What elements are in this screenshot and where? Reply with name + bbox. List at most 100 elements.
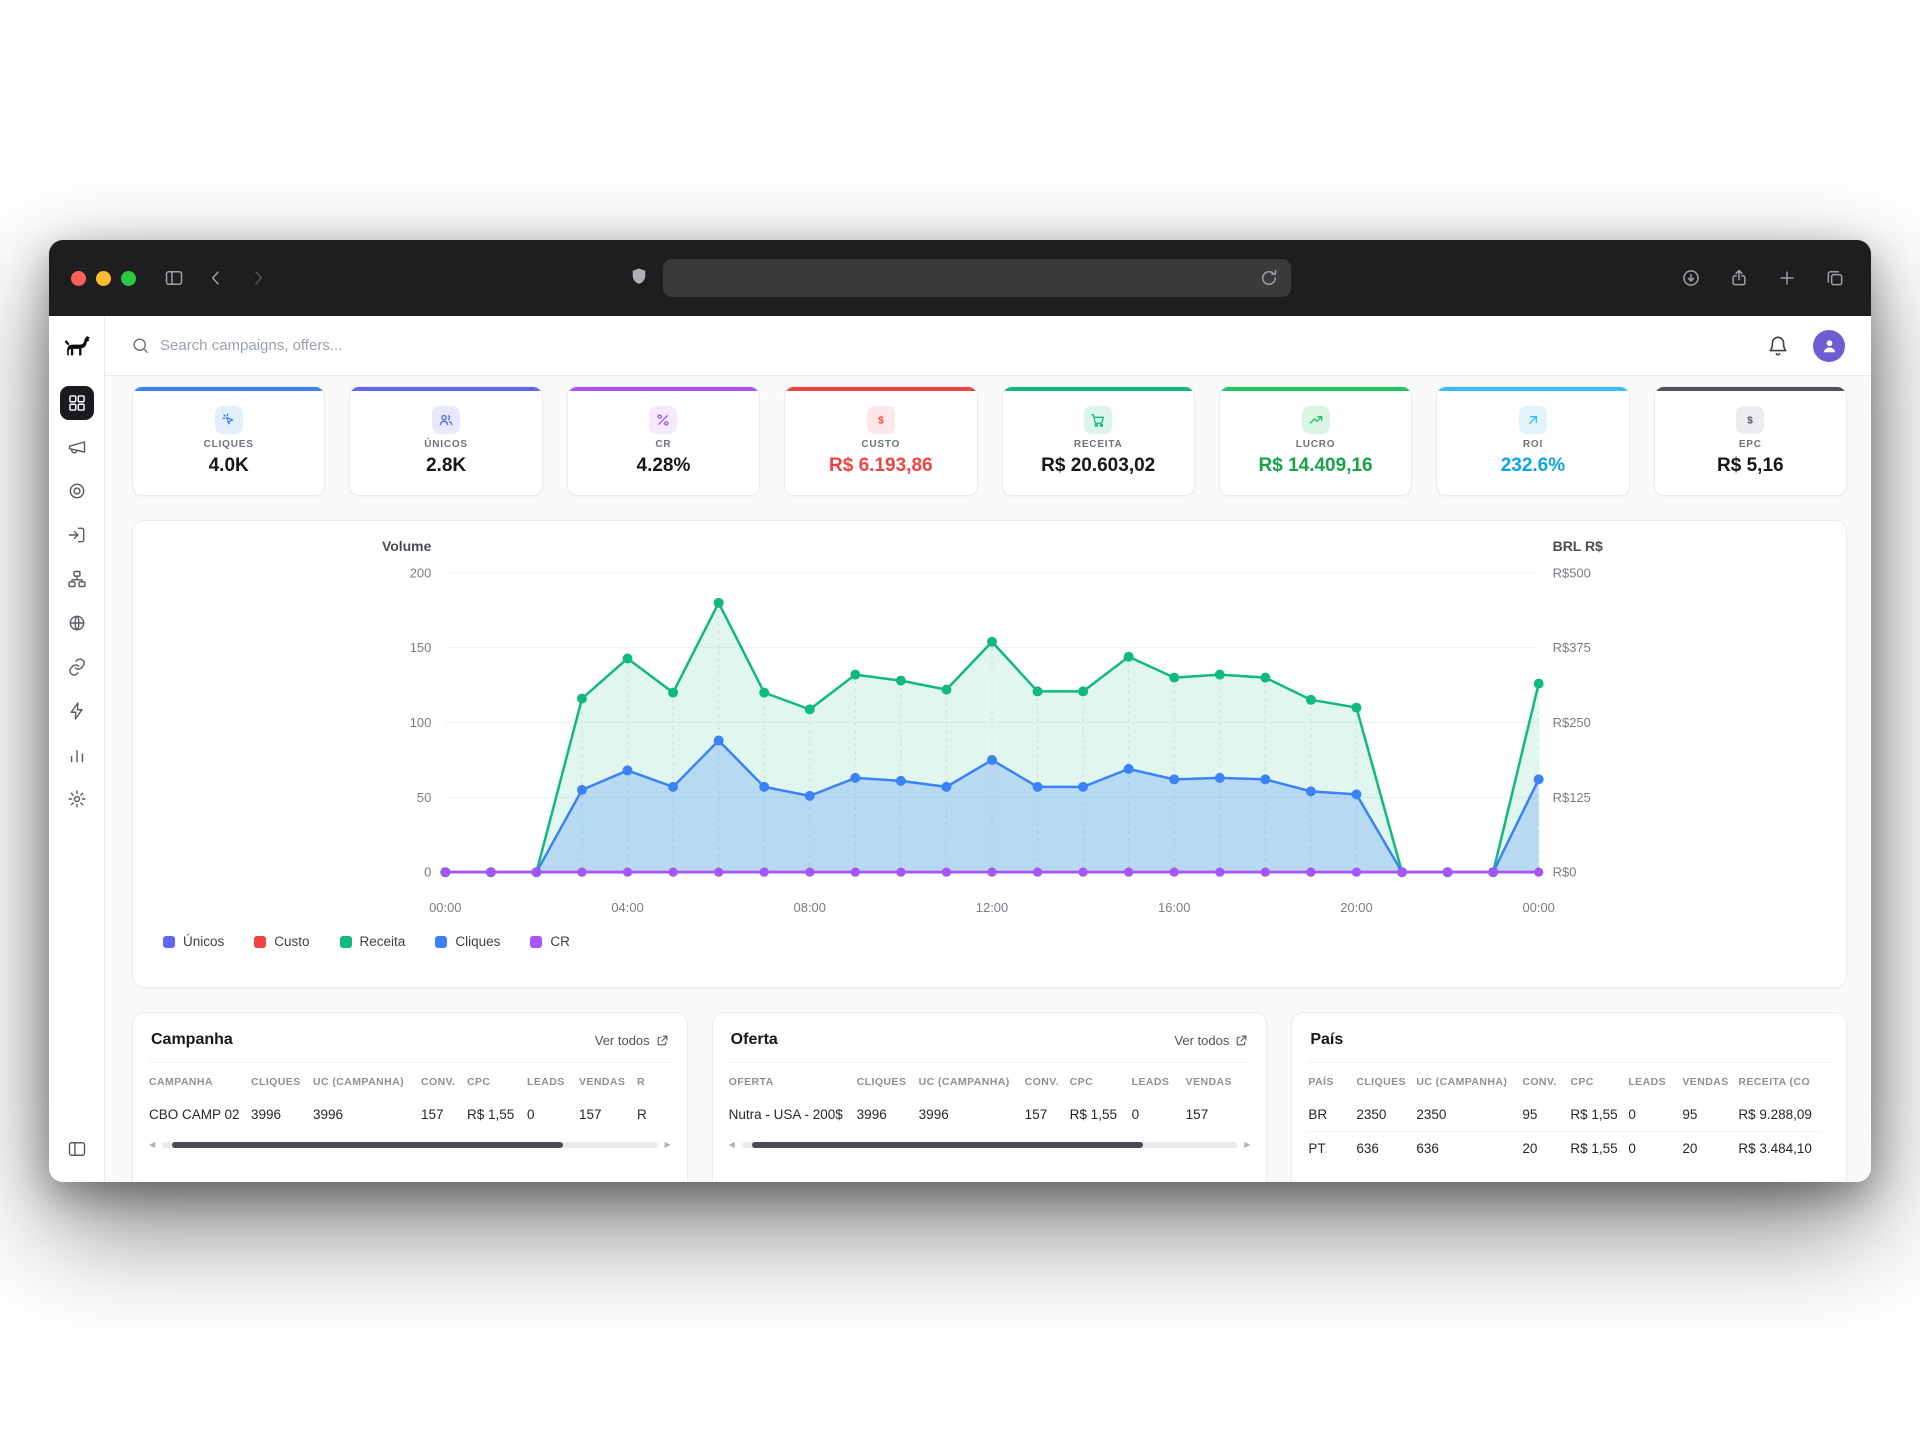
traffic-lights (71, 270, 136, 286)
table-cell: R$ 1,55 (467, 1107, 515, 1122)
zoom-window-button[interactable] (121, 270, 136, 286)
legend-label: Custo (274, 934, 310, 950)
kpi-value: R$ 20.603,02 (1041, 454, 1156, 476)
downloads-icon[interactable] (1677, 264, 1705, 292)
legend-item[interactable]: Receita (339, 934, 406, 950)
scrollbar-thumb[interactable] (172, 1142, 564, 1148)
privacy-shield-icon[interactable] (629, 266, 649, 291)
table-cell: PT (1308, 1131, 1357, 1165)
kpi-value: R$ 14.409,16 (1258, 454, 1373, 476)
forward-icon[interactable] (244, 264, 272, 292)
table-cell: 2350 (1356, 1107, 1387, 1122)
tab-overview-icon[interactable] (1821, 264, 1849, 292)
external-link-icon (657, 1035, 668, 1045)
scroll-left-icon[interactable]: ◀ (728, 1140, 735, 1149)
legend-item[interactable]: Cliques (435, 934, 500, 949)
column-header: CLIQUES (1356, 1076, 1406, 1088)
share-icon[interactable] (1725, 264, 1753, 292)
svg-text:200: 200 (410, 565, 432, 580)
sidebar-collapse-button[interactable] (60, 1132, 94, 1166)
table-row: PT 636 636 20 R$ 1,55 0 20 R$ 3.484,10 (1308, 1131, 1820, 1165)
kpi-card: ÚNICOS 2.8K (349, 386, 543, 496)
app-logo[interactable] (62, 316, 92, 376)
back-icon[interactable] (202, 264, 230, 292)
sidebar-item-automations[interactable] (60, 694, 94, 728)
table-cell: 0 (1628, 1107, 1636, 1122)
url-field[interactable] (677, 269, 1255, 287)
sidebar-item-links[interactable] (60, 650, 94, 684)
kpi-label: CR (655, 438, 672, 450)
sidebar-item-domains[interactable] (60, 606, 94, 640)
sidebar-item-reports[interactable] (60, 738, 94, 772)
address-bar[interactable] (663, 259, 1291, 297)
column-header: LEADS (1131, 1076, 1170, 1088)
app-topbar (105, 316, 1871, 376)
svg-text:16:00: 16:00 (1158, 900, 1190, 915)
kpi-card: EPC R$ 5,16 (1653, 386, 1847, 496)
sidebar-item-flows[interactable] (60, 562, 94, 596)
app-sidebar (49, 316, 105, 1182)
horizontal-scrollbar[interactable]: ◀ ▶ (729, 1141, 1251, 1149)
legend-label: Cliques (455, 934, 501, 950)
svg-text:BRL R$: BRL R$ (1553, 538, 1603, 554)
browser-sidebar-toggle-icon[interactable] (160, 264, 188, 292)
search-input[interactable] (160, 337, 640, 354)
table-title: Oferta (730, 1031, 778, 1048)
column-header: R (637, 1076, 646, 1088)
legend-swatch (530, 935, 543, 948)
table-cell: 2350 (1416, 1107, 1447, 1122)
table-cell: 95 (1682, 1107, 1698, 1122)
gear-icon (67, 790, 86, 808)
sidebar-item-offers[interactable] (60, 474, 94, 508)
table-cell: 3996 (251, 1107, 282, 1122)
minimize-window-button[interactable] (96, 270, 111, 286)
kpi-label: EPC (1738, 438, 1762, 450)
kpi-value: R$ 6.193,86 (829, 454, 933, 476)
kpi-label: CLIQUES (203, 438, 254, 450)
data-table: OFERTA CLIQUES UC (CAMPANHA) CONV. CPC LEADS V… (729, 1063, 1240, 1131)
column-header: UC (CAMPANHA) (313, 1076, 405, 1088)
dashboard-content: CLIQUES 4.0K ÚNICOS 2.8K CR 4.28% CUSTO … (105, 376, 1871, 1182)
table-cell: 20 (1682, 1131, 1739, 1165)
legend-item[interactable]: Custo (254, 934, 310, 950)
scrollbar-thumb[interactable] (751, 1142, 1144, 1148)
postback-arrow-icon (68, 527, 84, 543)
flows-sitemap-icon (67, 570, 86, 588)
column-header: LEADS (527, 1076, 565, 1088)
reload-icon[interactable] (1255, 264, 1283, 292)
scroll-right-icon[interactable]: ▶ (1244, 1140, 1251, 1149)
svg-text:20:00: 20:00 (1340, 900, 1372, 915)
sidebar-item-settings[interactable] (60, 782, 94, 816)
user-avatar[interactable] (1813, 329, 1845, 362)
view-all-link[interactable]: Ver todos (595, 1033, 669, 1048)
view-all-link[interactable]: Ver todos (1174, 1033, 1248, 1048)
table-cell: 3996 (313, 1107, 344, 1122)
legend-item[interactable]: CR (530, 934, 570, 949)
new-tab-icon[interactable] (1773, 264, 1801, 292)
legend-label: Receita (359, 934, 406, 950)
svg-text:R$125: R$125 (1553, 790, 1591, 805)
legend-swatch (254, 935, 267, 948)
column-header: CLIQUES (856, 1076, 907, 1088)
kpi-label: CUSTO (861, 438, 901, 450)
sidebar-item-dashboard[interactable] (59, 386, 94, 420)
kpi-icon-chip (214, 405, 243, 434)
svg-text:R$250: R$250 (1553, 715, 1591, 730)
kpi-card: CR 4.28% (566, 386, 761, 496)
close-window-button[interactable] (71, 270, 86, 286)
legend-swatch (163, 935, 175, 948)
legend-item[interactable]: Únicos (163, 934, 224, 949)
search-bar[interactable] (131, 336, 1767, 355)
megaphone-icon (68, 441, 85, 454)
notifications-button[interactable] (1767, 335, 1789, 357)
scroll-left-icon[interactable]: ◀ (149, 1140, 156, 1149)
column-header: VENDAS (1185, 1076, 1232, 1088)
scroll-right-icon[interactable]: ▶ (664, 1140, 671, 1149)
svg-text:Volume: Volume (382, 538, 432, 554)
scrollbar-track[interactable] (162, 1142, 658, 1148)
legend-swatch (435, 935, 448, 948)
horizontal-scrollbar[interactable]: ◀ ▶ (149, 1141, 671, 1149)
scrollbar-track[interactable] (741, 1142, 1238, 1148)
sidebar-item-postbacks[interactable] (60, 518, 94, 552)
sidebar-item-campaigns[interactable] (60, 430, 94, 464)
